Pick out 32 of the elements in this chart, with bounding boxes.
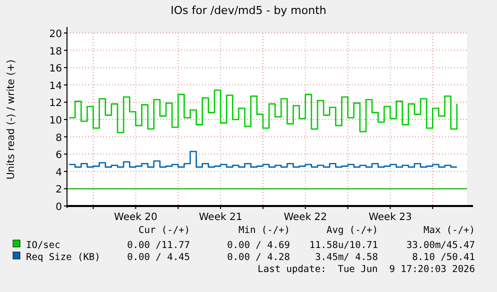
y-tick-label: 14 [49, 80, 62, 92]
chart-title: IOs for /dev/md5 - by month [170, 4, 326, 17]
y-tick-label: 4 [56, 167, 62, 178]
y-tick-label: 0 [56, 202, 62, 213]
y-tick-label: 2 [56, 184, 62, 196]
text: 3.45m/ 4.58 [315, 252, 378, 263]
y-tick-label: 12 [49, 98, 62, 110]
y-tick-label: 20 [49, 29, 62, 40]
x-tick-label: Week 20 [114, 212, 158, 223]
y-axis-title: Units read (-) / write (+) [6, 59, 17, 180]
text: Cur (-/+) [138, 225, 190, 236]
text: Avg (-/+) [326, 225, 378, 236]
y-tick-label: 18 [49, 46, 62, 58]
legend-label: Req Size (KB) [26, 252, 100, 263]
y-tick-label: 10 [49, 116, 62, 126]
x-tick-label: Week 21 [198, 212, 242, 223]
text: 0.00 / 4.45 [127, 252, 190, 263]
text: Min (-/+) [238, 225, 290, 236]
text: 0.00 / 4.28 [227, 252, 290, 263]
text: 0.00 / 4.69 [227, 240, 290, 251]
y-tick-label: 6 [56, 150, 62, 162]
text: 33.00m/45.47 [406, 240, 475, 251]
text: Last update: Tue Jun 9 17:20:03 2026 [258, 264, 476, 275]
text: Max (-/+) [424, 225, 475, 236]
text: 11.58u/10.71 [309, 240, 378, 251]
legend-label: IO/sec [26, 240, 60, 251]
text: 0.00 /11.77 [127, 240, 190, 251]
y-tick-label: 16 [49, 64, 62, 75]
y-tick-label: 8 [56, 132, 62, 144]
x-tick-label: Week 23 [368, 212, 412, 223]
text: 8.10 /50.41 [412, 252, 476, 263]
x-tick-label: Week 22 [284, 212, 328, 223]
